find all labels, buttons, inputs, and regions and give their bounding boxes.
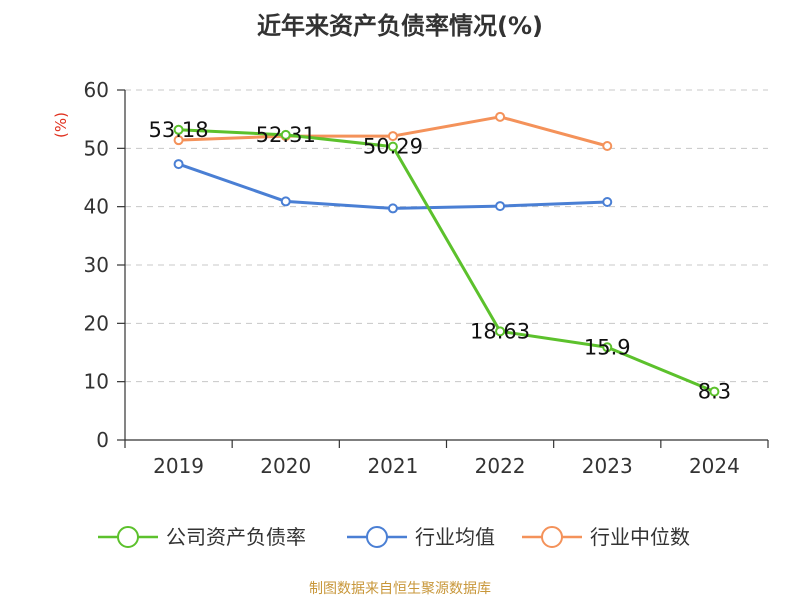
x-tick-label: 2022 <box>475 454 526 478</box>
data-point <box>602 197 613 207</box>
data-label: 18.63 <box>470 319 530 343</box>
data-point <box>495 111 506 122</box>
legend-label: 行业均值 <box>415 525 495 549</box>
data-point <box>495 201 506 212</box>
data-label: 50.29 <box>363 135 423 159</box>
x-tick-label: 2023 <box>582 454 633 478</box>
y-tick-label: 10 <box>84 370 109 394</box>
data-point <box>602 141 613 151</box>
legend-label: 公司资产负债率 <box>166 525 306 549</box>
data-point <box>173 124 184 135</box>
data-point <box>709 386 720 397</box>
data-label: 53.18 <box>149 118 209 142</box>
data-label: 8.3 <box>698 380 731 404</box>
y-tick-label: 30 <box>84 253 109 277</box>
series-line <box>178 128 715 393</box>
data-label: 15.9 <box>584 335 631 359</box>
data-point <box>387 141 398 152</box>
data-point <box>280 196 291 207</box>
data-label: 52.31 <box>256 123 316 147</box>
data-source-note: 制图数据来自恒生聚源数据库 <box>309 581 491 597</box>
y-tick-label: 50 <box>84 136 109 160</box>
y-tick-label: 60 <box>84 78 109 102</box>
chart-title: 近年来资产负债率情况(%) <box>257 12 543 40</box>
y-axis-unit: (%) <box>52 112 70 138</box>
y-tick-label: 20 <box>84 311 109 335</box>
x-tick-label: 2021 <box>367 454 418 478</box>
data-point <box>173 135 184 146</box>
legend-swatch-marker <box>366 526 388 548</box>
legend-label: 行业中位数 <box>590 525 690 549</box>
data-point <box>602 342 613 353</box>
data-point <box>495 326 506 337</box>
y-tick-label: 0 <box>96 428 109 452</box>
data-point <box>387 131 398 142</box>
data-point <box>387 203 398 214</box>
data-point <box>173 159 184 170</box>
series-line <box>178 162 608 210</box>
legend-swatch-marker <box>541 526 563 548</box>
x-tick-label: 2020 <box>260 454 311 478</box>
x-tick-label: 2024 <box>689 454 740 478</box>
data-point <box>280 129 291 140</box>
x-tick-label: 2019 <box>153 454 204 478</box>
legend-swatch-marker <box>117 526 139 548</box>
y-tick-label: 40 <box>84 195 109 219</box>
